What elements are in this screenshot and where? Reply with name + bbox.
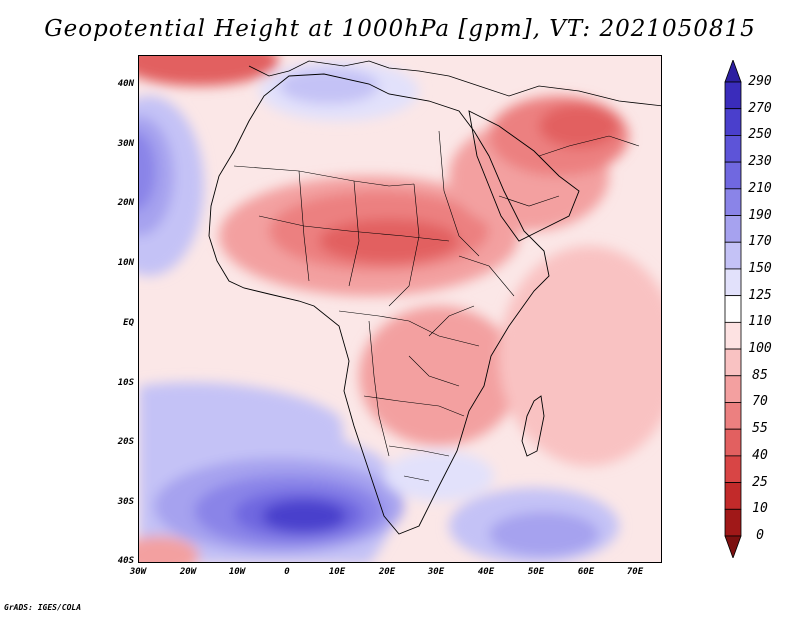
lon-tick-label: 20E [378,567,396,577]
map-title: Geopotential Height at 1000hPa [gpm], VT… [44,16,756,42]
colorbar-segment [724,241,742,270]
colorbar-tick-label: 230 [748,154,772,170]
colorbar-tick-label: 110 [748,314,772,330]
colorbar-tick-label: 150 [748,260,772,276]
lon-tick-label: 40E [477,567,495,577]
lon-tick-label: 30E [427,567,445,577]
colorbar-segment [724,81,742,110]
colorbar-tick-label: 10 [752,501,768,517]
colorbar-segment [724,135,742,163]
colorbar-segment [724,108,742,136]
colorbar-segment [724,268,742,297]
colorbar-tick-label: 0 [756,528,764,543]
africa-coastline [208,73,550,535]
colorbar-tick-label: 85 [752,367,768,383]
colorbar-tick-label: 25 [752,474,768,490]
lat-tick-label: 40S [117,556,134,566]
lon-tick-label: 20W [179,567,197,577]
colorbar-segment [724,348,742,377]
colorbar-tick-label: 100 [748,341,772,357]
colorbar-tick-label: 290 [748,74,772,89]
colorbar-segment [724,428,742,457]
lon-tick-label: 50E [527,567,545,577]
colorbar-segment [724,482,742,510]
footer-credit: GrADS: IGES/COLA [4,603,82,612]
colorbar-segment [724,375,742,403]
colorbar-tick-label: 250 [748,127,772,143]
geopotential-field [139,56,661,562]
colorbar-segment [724,508,742,537]
lat-tick-label: 40N [117,79,134,89]
colorbar-segment [724,188,742,216]
colorbar-tick-label: 55 [752,421,768,437]
lat-tick-label: 20N [117,198,134,208]
colorbar-segment [724,295,742,323]
lon-tick-label: 60E [577,567,595,577]
colorbar-top-triangle [724,60,742,83]
madagascar-coastline [521,395,545,457]
lat-tick-label: 10N [117,258,134,268]
map-plot-area [138,55,662,563]
lat-tick-label: 20S [117,437,134,447]
colorbar-tick-label: 170 [748,234,772,250]
colorbar-tick-label: 270 [748,100,772,116]
colorbar [724,60,742,558]
europe-coastline [248,60,661,107]
field-shading [139,56,661,562]
lat-tick-label: 30N [117,139,134,149]
colorbar-bottom-triangle [724,535,742,558]
country-borders [233,130,640,482]
colorbar-tick-label: 40 [752,447,768,463]
lat-tick-label: EQ [123,318,134,328]
lon-tick-label: 70E [626,567,644,577]
colorbar-segment [724,215,742,243]
colorbar-segment [724,455,742,483]
arabia-coastline [468,110,580,242]
colorbar-tick-label: 210 [748,180,772,196]
lat-tick-label: 10S [117,378,134,388]
colorbar-segment [724,402,742,430]
lon-tick-label: 10E [328,567,346,577]
lon-tick-label: 30W [129,567,147,577]
colorbar-tick-label: 190 [748,207,772,223]
colorbar-segment [724,161,742,190]
colorbar-tick-label: 70 [752,394,768,410]
colorbar-segment [724,321,742,350]
colorbar-tick-label: 125 [748,287,772,303]
lon-tick-label: 10W [228,567,246,577]
lat-tick-label: 30S [117,497,134,507]
lon-tick-label: 0 [284,567,290,577]
